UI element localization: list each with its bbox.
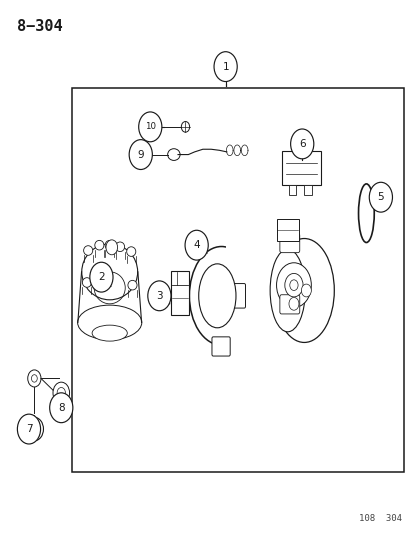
FancyBboxPatch shape [211, 337, 230, 356]
Ellipse shape [189, 246, 253, 345]
Ellipse shape [273, 239, 334, 342]
Bar [225, 245, 262, 346]
Ellipse shape [82, 278, 91, 287]
Circle shape [53, 382, 69, 403]
Ellipse shape [167, 149, 180, 160]
FancyBboxPatch shape [279, 295, 299, 314]
Ellipse shape [270, 249, 304, 332]
Circle shape [276, 263, 311, 308]
Ellipse shape [358, 184, 373, 243]
Circle shape [301, 284, 311, 297]
Text: 3: 3 [156, 291, 162, 301]
Text: 2: 2 [98, 272, 104, 282]
Ellipse shape [105, 240, 114, 250]
Text: 10: 10 [145, 123, 155, 131]
Ellipse shape [82, 244, 138, 300]
Text: 4: 4 [193, 240, 199, 250]
Circle shape [284, 273, 302, 297]
Text: 8−304: 8−304 [17, 19, 62, 34]
Bar [288, 185, 296, 195]
Circle shape [57, 387, 65, 398]
Circle shape [17, 414, 40, 444]
Ellipse shape [95, 240, 104, 250]
Circle shape [25, 417, 43, 441]
Circle shape [181, 122, 189, 132]
Ellipse shape [83, 246, 93, 255]
Circle shape [90, 262, 113, 292]
Circle shape [214, 52, 237, 82]
Circle shape [29, 423, 39, 435]
Circle shape [185, 230, 208, 260]
Ellipse shape [128, 280, 137, 290]
Text: 8: 8 [58, 403, 64, 413]
Circle shape [147, 281, 171, 311]
Circle shape [31, 375, 37, 382]
Circle shape [289, 280, 297, 290]
Text: 5: 5 [377, 192, 383, 202]
Ellipse shape [115, 242, 124, 252]
Bar [72, 88, 403, 472]
Ellipse shape [78, 305, 141, 340]
Ellipse shape [198, 264, 235, 328]
Bar [281, 151, 320, 185]
Text: 6: 6 [298, 139, 305, 149]
Circle shape [50, 393, 73, 423]
Bar [304, 185, 311, 195]
FancyBboxPatch shape [171, 271, 188, 315]
Circle shape [28, 370, 41, 387]
Circle shape [288, 297, 298, 310]
Circle shape [368, 182, 392, 212]
Circle shape [129, 140, 152, 169]
Text: 1: 1 [222, 62, 228, 71]
Circle shape [290, 129, 313, 159]
FancyBboxPatch shape [228, 284, 245, 308]
Ellipse shape [92, 325, 127, 341]
Text: 9: 9 [137, 150, 144, 159]
Circle shape [106, 240, 117, 255]
Circle shape [138, 112, 161, 142]
FancyBboxPatch shape [279, 233, 299, 253]
Text: 7: 7 [26, 424, 32, 434]
FancyBboxPatch shape [276, 219, 298, 241]
Ellipse shape [126, 247, 135, 256]
Text: 108  304: 108 304 [358, 514, 401, 523]
